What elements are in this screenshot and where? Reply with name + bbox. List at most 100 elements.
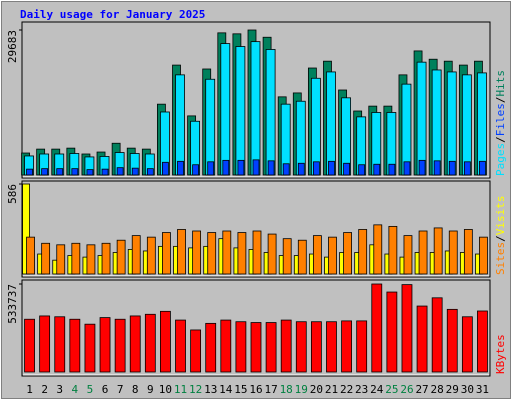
x-tick-label: 10 — [159, 383, 172, 396]
x-tick-label: 30 — [461, 383, 474, 396]
bar — [177, 229, 186, 275]
bar — [146, 168, 154, 176]
x-tick-label: 11 — [174, 383, 187, 396]
bar — [401, 83, 412, 176]
x-tick-label: 7 — [117, 383, 124, 396]
bar — [297, 239, 307, 275]
bar — [101, 168, 109, 176]
legend: Pages/Files/Hits — [494, 70, 507, 176]
x-tick-label: 31 — [476, 383, 489, 396]
bar — [190, 329, 202, 373]
bar — [222, 159, 230, 176]
bar — [297, 162, 305, 176]
bar — [205, 322, 217, 373]
y-tick-label: 533737 — [6, 284, 19, 324]
bar — [26, 168, 33, 176]
bar — [373, 163, 381, 176]
bar — [175, 319, 186, 373]
bar — [433, 227, 443, 275]
bar — [237, 159, 245, 176]
bar — [114, 318, 126, 373]
x-tick-label: 15 — [234, 383, 247, 396]
bar — [144, 313, 156, 373]
bar — [220, 319, 232, 373]
legend-entry: Visits — [494, 196, 507, 236]
bar — [265, 49, 276, 176]
bar — [84, 323, 96, 373]
bar — [207, 232, 217, 275]
y-tick-label: 29683 — [6, 30, 19, 63]
bar — [146, 236, 156, 275]
bar — [220, 43, 231, 176]
bar — [373, 224, 383, 275]
x-tick-label: 16 — [249, 383, 262, 396]
bar — [310, 77, 321, 176]
bar — [310, 321, 322, 373]
bar — [24, 318, 35, 373]
bar — [416, 305, 428, 373]
x-tick-label: 23 — [355, 383, 368, 396]
bar — [343, 232, 352, 275]
bar — [343, 162, 350, 176]
x-tick-label: 27 — [415, 383, 428, 396]
bar — [341, 320, 352, 373]
bar — [192, 230, 202, 275]
x-tick-label: 4 — [72, 383, 79, 396]
x-tick-label: 6 — [102, 383, 109, 396]
x-tick-label: 1 — [26, 383, 33, 396]
bar — [403, 161, 411, 176]
bar — [295, 321, 307, 373]
bar — [418, 159, 426, 176]
bar — [463, 229, 473, 275]
bar — [22, 183, 30, 275]
legend-separator: / — [494, 97, 507, 104]
bar — [326, 71, 336, 176]
bar — [446, 71, 457, 176]
bar — [431, 69, 442, 176]
x-tick-label: 8 — [132, 383, 139, 396]
bar — [371, 283, 383, 373]
x-tick-label: 13 — [204, 383, 217, 396]
bar — [222, 230, 232, 275]
bar — [250, 41, 261, 176]
bar — [192, 164, 200, 176]
bar — [131, 235, 141, 275]
bar — [433, 160, 441, 176]
x-tick-label: 14 — [219, 383, 233, 396]
bar — [401, 284, 413, 373]
y-tick-label: 586 — [6, 184, 19, 204]
bar — [418, 230, 428, 275]
x-tick-label: 2 — [41, 383, 48, 396]
bar — [477, 310, 488, 373]
bar — [71, 242, 81, 275]
bar — [312, 235, 322, 275]
legend-entry: Sites — [494, 242, 507, 275]
x-tick-label: 9 — [147, 383, 154, 396]
bar — [237, 232, 247, 275]
bar — [282, 163, 290, 176]
bar — [446, 308, 458, 373]
x-tick-label: 3 — [56, 383, 63, 396]
bar — [388, 163, 396, 176]
x-tick-label: 20 — [310, 383, 323, 396]
bar — [207, 161, 215, 176]
bar — [479, 160, 486, 176]
bar — [461, 74, 472, 176]
bar — [162, 232, 171, 275]
legend-entry: Files — [494, 103, 507, 136]
bar — [448, 160, 456, 176]
legend-entry: KBytes — [494, 334, 507, 374]
bar — [280, 319, 292, 373]
bar — [26, 236, 35, 275]
bar — [54, 316, 66, 373]
bar — [386, 291, 398, 373]
bar — [431, 297, 443, 373]
x-tick-label: 5 — [87, 383, 94, 396]
bar — [235, 46, 246, 176]
bar — [358, 229, 368, 275]
bar — [56, 244, 66, 275]
legend: Sites/Visits — [494, 196, 507, 276]
x-tick-label: 18 — [280, 383, 293, 396]
